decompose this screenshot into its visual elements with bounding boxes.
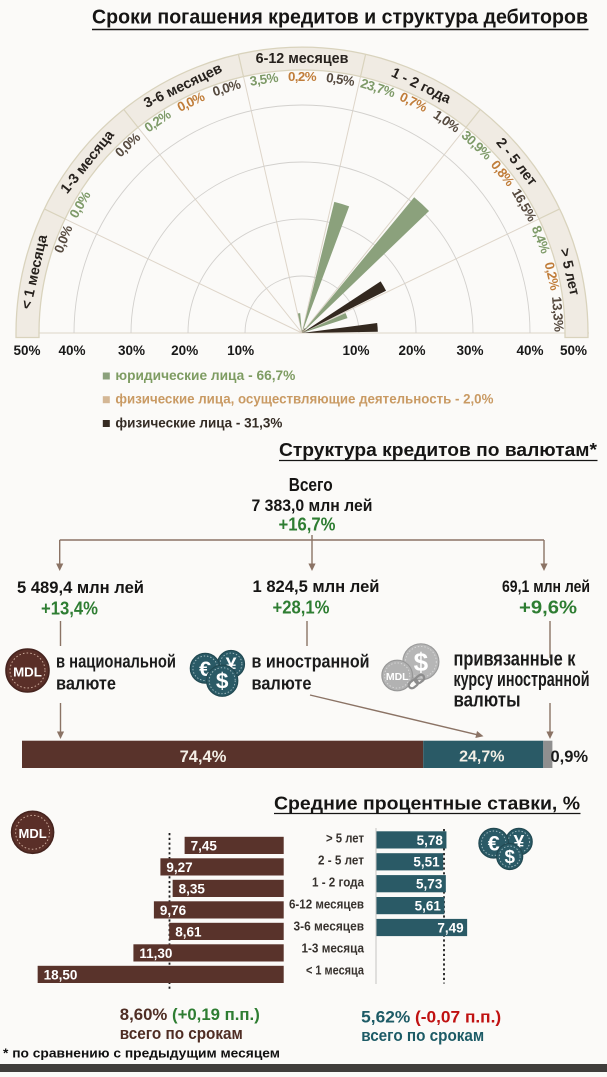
svg-text:юридические лица - 66,7%: юридические лица - 66,7%	[115, 368, 295, 383]
svg-text:Сроки погашения кредитов и стр: Сроки погашения кредитов и структура деб…	[92, 7, 588, 29]
svg-text:курсу иностранной: курсу иностранной	[454, 669, 590, 691]
svg-text:+9,6%: +9,6%	[519, 598, 577, 618]
svg-text:10%: 10%	[227, 343, 254, 358]
svg-text:20%: 20%	[398, 343, 425, 358]
svg-text:физические лица - 31,3%: физические лица - 31,3%	[115, 415, 282, 430]
svg-text:5,61: 5,61	[415, 899, 442, 914]
svg-text:> 5 лет: > 5 лет	[326, 831, 364, 846]
svg-text:0,5%: 0,5%	[325, 70, 356, 89]
svg-text:8,35: 8,35	[179, 881, 206, 896]
svg-text:5,78: 5,78	[417, 833, 444, 848]
svg-text:40%: 40%	[58, 343, 85, 358]
svg-text:3-6 месяцев: 3-6 месяцев	[294, 919, 365, 934]
svg-text:7,49: 7,49	[437, 920, 463, 935]
svg-text:3,5%: 3,5%	[249, 70, 280, 89]
svg-text:¥: ¥	[514, 832, 525, 853]
svg-text:74,4%: 74,4%	[180, 748, 227, 766]
svg-text:$: $	[414, 647, 429, 677]
svg-text:13,3%: 13,3%	[549, 296, 567, 333]
svg-text:9,27: 9,27	[166, 860, 192, 875]
svg-text:0,2%: 0,2%	[542, 261, 563, 292]
svg-text:валюте: валюте	[252, 673, 312, 694]
svg-text:5,51: 5,51	[413, 855, 440, 870]
svg-text:1-3 месяца: 1-3 месяца	[302, 941, 365, 956]
svg-text:всего по срокам: всего по срокам	[120, 1025, 243, 1043]
svg-text:5,73: 5,73	[416, 877, 443, 892]
svg-text:7 383,0 млн лей: 7 383,0 млн лей	[252, 497, 373, 515]
svg-text:физические лица, осуществляющи: физические лица, осуществляющие деятельн…	[115, 392, 493, 407]
svg-text:всего по срокам: всего по срокам	[361, 1027, 484, 1045]
svg-text:MDL: MDL	[18, 826, 46, 841]
svg-text:¥: ¥	[226, 654, 237, 676]
svg-text:7,45: 7,45	[191, 838, 218, 853]
svg-text:привязанные к: привязанные к	[454, 649, 577, 671]
svg-text:10%: 10%	[342, 343, 369, 358]
svg-text:5 489,4 млн лей: 5 489,4 млн лей	[17, 579, 144, 597]
svg-text:8,60% (+0,19 п.п.): 8,60% (+0,19 п.п.)	[120, 1006, 260, 1024]
svg-text:* по сравнению с предыдущим ме: * по сравнению с предыдущим месяцем	[3, 1046, 280, 1061]
svg-text:$: $	[504, 846, 515, 867]
svg-text:1 - 2 года: 1 - 2 года	[312, 875, 365, 890]
svg-text:в иностранной: в иностранной	[252, 651, 370, 672]
svg-text:$: $	[216, 669, 229, 694]
svg-text:валюты: валюты	[454, 689, 521, 711]
svg-text:20%: 20%	[171, 343, 198, 358]
svg-text:валюте: валюте	[56, 673, 116, 694]
svg-text:30%: 30%	[118, 343, 145, 358]
svg-text:MDL: MDL	[386, 671, 409, 683]
svg-text:6-12 месяцев: 6-12 месяцев	[256, 51, 349, 67]
svg-text:6-12 месяцев: 6-12 месяцев	[289, 897, 364, 912]
svg-text:2 - 5 лет: 2 - 5 лет	[318, 853, 364, 868]
svg-text:40%: 40%	[516, 343, 543, 358]
svg-text:Всего: Всего	[289, 475, 333, 495]
svg-text:9,76: 9,76	[160, 903, 187, 918]
svg-text:+28,1%: +28,1%	[273, 598, 330, 618]
svg-text:Средние процентные ставки, %: Средние процентные ставки, %	[274, 794, 580, 814]
svg-text:8,61: 8,61	[175, 924, 202, 939]
svg-text:0,9%: 0,9%	[550, 748, 588, 766]
svg-text:MDL: MDL	[13, 665, 42, 680]
svg-text:0,2%: 0,2%	[288, 69, 317, 84]
svg-text:1 824,5 млн лей: 1 824,5 млн лей	[253, 578, 380, 596]
svg-text:€: €	[488, 832, 500, 856]
svg-text:50%: 50%	[13, 343, 40, 358]
svg-text:11,30: 11,30	[139, 946, 172, 961]
svg-text:Структура кредитов по валютам*: Структура кредитов по валютам*	[279, 440, 597, 460]
svg-text:18,50: 18,50	[44, 967, 78, 982]
svg-text:24,7%: 24,7%	[459, 749, 504, 766]
svg-text:+13,4%: +13,4%	[41, 599, 98, 619]
svg-text:в национальной: в национальной	[56, 651, 176, 672]
svg-text:30%: 30%	[456, 343, 483, 358]
svg-text:50%: 50%	[560, 343, 587, 358]
svg-text:+16,7%: +16,7%	[279, 515, 336, 535]
svg-text:< 1 месяца: < 1 месяца	[306, 963, 365, 978]
svg-text:69,1 млн лей: 69,1 млн лей	[502, 578, 590, 596]
svg-text:5,62% (-0,07 п.п.): 5,62% (-0,07 п.п.)	[361, 1009, 501, 1027]
